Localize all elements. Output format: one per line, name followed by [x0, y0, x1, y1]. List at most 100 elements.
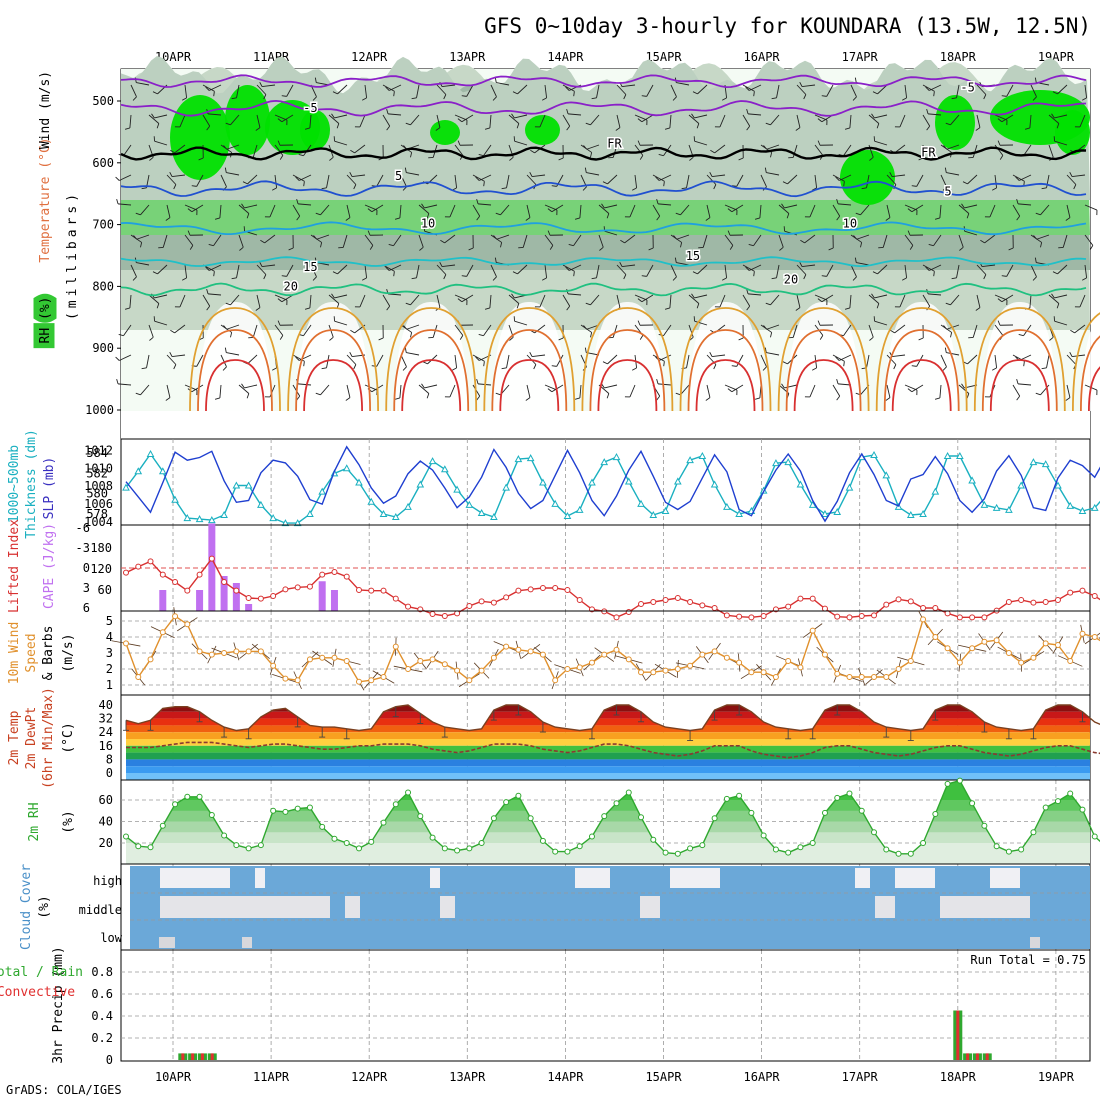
temp-tick: 32 — [99, 712, 113, 726]
wind-barb-flag — [117, 379, 118, 384]
wind-speed-point — [160, 630, 165, 635]
lifted-index-point — [369, 588, 374, 593]
rh-point — [639, 815, 644, 820]
lifted-index-point — [798, 596, 803, 601]
rh-point — [332, 836, 337, 841]
lifted-index-point — [320, 572, 325, 577]
rh-point — [148, 845, 153, 850]
wind-barb-flag — [1090, 245, 1093, 249]
rh-point — [553, 849, 558, 854]
wind-speed-point — [479, 668, 484, 673]
rh-point — [124, 834, 129, 839]
lifted-index-point — [1080, 588, 1085, 593]
lifted-index-point — [455, 611, 460, 616]
wind-tick: 3 — [106, 646, 113, 660]
temp-color-band — [121, 732, 1090, 739]
wind-speed-point — [700, 652, 705, 657]
slp-tick: 1008 — [84, 479, 113, 493]
rh-point — [859, 808, 864, 813]
profile-temp-label: Temperature (°C) — [38, 137, 53, 262]
rh-point — [773, 847, 778, 852]
wind-speed-point — [1043, 641, 1048, 646]
wind-speed-point — [835, 671, 840, 676]
rh-point — [810, 841, 815, 846]
precip-convective-bar — [181, 1053, 184, 1060]
cloud-high-gap — [160, 868, 230, 888]
rh-point — [516, 793, 521, 798]
rh-saturated-patch — [430, 120, 460, 145]
wind-speed-point — [970, 646, 975, 651]
rh-point — [430, 835, 435, 840]
temp-tick: 40 — [99, 698, 113, 712]
wind-speed-point — [994, 638, 999, 643]
temp-color-band — [121, 753, 1090, 760]
thickness-point — [577, 507, 583, 513]
rh-point — [761, 833, 766, 838]
rh-point — [896, 851, 901, 856]
slp-ylabel: SLP (mb) — [42, 457, 57, 520]
precip-convective-bar — [956, 1011, 959, 1061]
cloud-high-gap — [255, 868, 265, 888]
lifted-index-point — [761, 614, 766, 619]
wind-speed-point — [639, 670, 644, 675]
wind-speed-point — [124, 641, 129, 646]
contour-label: 10 — [843, 217, 857, 231]
top-date-label: 14APR — [547, 50, 584, 64]
lifted-index-point — [810, 596, 815, 601]
wind-speed-point — [859, 675, 864, 680]
wind-speed-point — [589, 660, 594, 665]
wind-speed-point — [1031, 655, 1036, 660]
rh-tick: 60 — [99, 793, 113, 807]
rh-point — [209, 813, 214, 818]
temp-tick: 8 — [106, 752, 113, 766]
lifted-index-point — [197, 572, 202, 577]
thickness-point — [307, 511, 313, 517]
rh-point — [675, 851, 680, 856]
temp-tick: 0 — [106, 766, 113, 780]
thickness-point — [626, 478, 632, 484]
thickness-level-label: 1000~500mb — [7, 445, 22, 523]
wind-speed-point — [553, 678, 558, 683]
lifted-index-point — [516, 588, 521, 593]
cape-bar — [245, 604, 252, 611]
rh-point — [160, 823, 165, 828]
cloud-mid-gap — [440, 896, 455, 918]
lifted-index-point — [933, 606, 938, 611]
pressure-tick-label: 800 — [92, 279, 114, 293]
cloud-high-gap — [670, 868, 720, 888]
pressure-tick-label: 600 — [92, 156, 114, 170]
thickness-point — [405, 504, 411, 510]
bottom-date-label: 15APR — [645, 1070, 682, 1084]
bottom-date-label: 14APR — [547, 1070, 584, 1084]
slp-tick: 1010 — [84, 461, 113, 475]
precip-tick: 0.6 — [91, 987, 113, 1001]
rh-point — [663, 850, 668, 855]
wind-speed-point — [1055, 643, 1060, 648]
wind-speed-point — [847, 675, 852, 680]
wind-speed-point — [761, 670, 766, 675]
cloud-high-gap — [895, 868, 935, 888]
rh-point — [222, 833, 227, 838]
bottom-date-label: 18APR — [940, 1070, 977, 1084]
wind-speed-point — [822, 652, 827, 657]
wind-tick: 2 — [106, 662, 113, 676]
rh-point — [1055, 799, 1060, 804]
rh-point — [136, 844, 141, 849]
cape-bar — [331, 590, 338, 611]
wind-speed-point — [798, 665, 803, 670]
lifted-index-point — [737, 614, 742, 619]
cape-bar — [196, 590, 203, 611]
temp-tick: 16 — [99, 739, 113, 753]
cloud-ylabel: Cloud Cover — [19, 864, 34, 950]
wind-speed-point — [614, 647, 619, 652]
temp-color-band — [121, 759, 1090, 766]
rh-point — [1092, 834, 1097, 839]
thickness-point — [148, 451, 154, 457]
cloud-mid-gap — [160, 896, 330, 918]
temp-color-band — [121, 773, 1090, 780]
rh-point — [786, 850, 791, 855]
lifted-index-point — [1006, 600, 1011, 605]
thickness-point — [503, 485, 509, 491]
